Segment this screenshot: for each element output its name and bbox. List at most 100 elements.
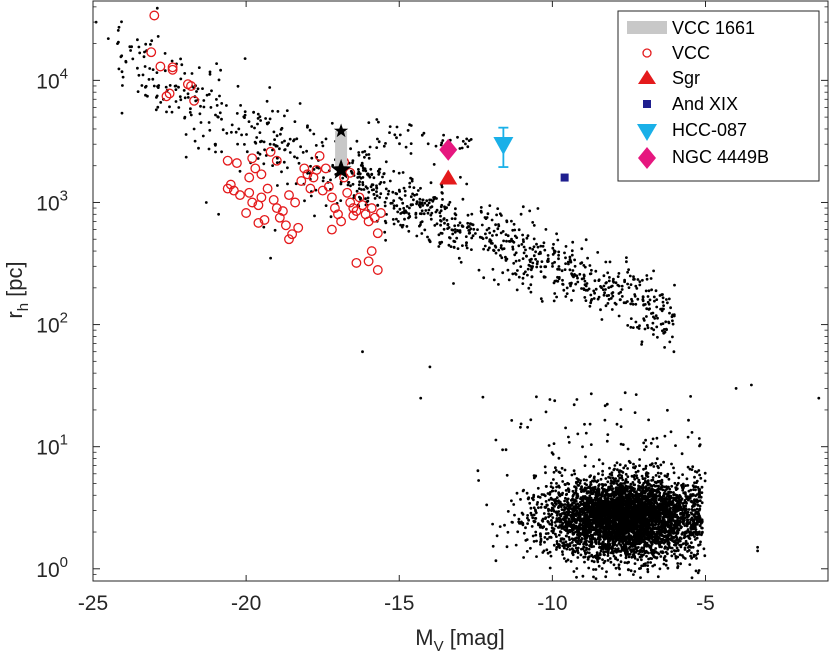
background-point <box>151 77 155 81</box>
background-point <box>267 121 270 124</box>
background-point <box>514 251 518 255</box>
background-point <box>582 478 586 482</box>
background-point <box>418 212 422 216</box>
background-point <box>646 326 650 330</box>
background-point <box>535 242 538 246</box>
background-point <box>566 481 569 485</box>
background-point <box>517 275 521 279</box>
background-point <box>448 200 452 204</box>
background-point <box>564 262 567 265</box>
background-point <box>613 549 617 553</box>
background-point <box>528 501 532 505</box>
background-point <box>606 494 610 498</box>
background-point <box>537 506 540 510</box>
background-point <box>677 528 681 532</box>
background-point <box>645 315 648 318</box>
background-point <box>594 287 598 291</box>
background-point <box>606 302 610 305</box>
background-point <box>258 115 262 119</box>
background-point <box>581 574 585 578</box>
background-point <box>378 196 382 199</box>
background-point <box>120 54 124 58</box>
background-point <box>506 234 510 238</box>
background-point <box>582 264 586 267</box>
background-point <box>558 268 561 271</box>
background-point <box>636 325 639 329</box>
background-point <box>649 545 653 548</box>
background-point <box>551 253 555 256</box>
background-point <box>408 181 412 185</box>
background-point <box>661 300 665 304</box>
background-point <box>652 483 656 487</box>
background-point <box>366 199 370 203</box>
background-point <box>683 548 687 551</box>
background-point <box>195 90 198 93</box>
background-point <box>207 93 211 96</box>
background-point <box>601 462 605 466</box>
background-point <box>174 88 178 91</box>
background-point <box>698 504 702 508</box>
background-point <box>620 284 624 288</box>
background-point <box>442 217 446 221</box>
background-point <box>208 128 212 132</box>
background-point <box>599 497 603 500</box>
background-point <box>429 206 432 209</box>
background-point <box>536 245 540 249</box>
background-point <box>557 533 561 537</box>
background-point <box>598 523 601 527</box>
background-point <box>646 564 650 567</box>
background-point <box>592 465 595 468</box>
background-point <box>633 562 637 565</box>
background-point <box>633 556 637 560</box>
background-point <box>611 291 615 294</box>
background-point <box>542 241 546 245</box>
background-point <box>593 532 597 536</box>
background-point <box>603 559 607 563</box>
background-point <box>734 387 738 390</box>
background-point <box>168 84 172 87</box>
background-point <box>501 247 504 251</box>
background-point <box>419 186 422 190</box>
background-point <box>659 472 663 475</box>
background-point <box>414 211 418 215</box>
background-point <box>593 487 597 491</box>
background-point <box>562 557 566 560</box>
background-point <box>568 282 572 285</box>
background-point <box>367 153 371 156</box>
background-point <box>609 551 613 555</box>
background-point <box>614 566 618 570</box>
background-point <box>268 117 272 121</box>
background-point <box>320 141 324 144</box>
background-point <box>681 554 684 557</box>
background-point <box>540 300 544 303</box>
background-point <box>665 328 668 331</box>
background-point <box>817 396 821 400</box>
background-point <box>638 458 641 461</box>
background-point <box>564 540 568 544</box>
background-point <box>599 477 603 481</box>
background-point <box>197 146 200 150</box>
background-point <box>576 276 579 280</box>
background-point <box>606 559 610 562</box>
background-point <box>372 193 376 196</box>
background-point <box>314 144 318 147</box>
background-point <box>616 547 620 551</box>
background-point <box>329 178 332 182</box>
background-point <box>670 550 674 553</box>
background-point <box>369 167 373 171</box>
background-point <box>303 199 306 203</box>
background-point <box>513 253 517 257</box>
background-point <box>660 545 663 549</box>
background-point <box>584 238 588 242</box>
background-point <box>687 536 691 540</box>
background-point <box>624 301 628 305</box>
background-point <box>465 137 469 141</box>
background-point <box>486 248 490 252</box>
background-point <box>512 240 516 244</box>
background-point <box>664 492 668 496</box>
background-point <box>550 521 554 524</box>
background-point <box>658 567 662 571</box>
background-point <box>382 144 386 148</box>
background-point <box>647 526 651 530</box>
background-point <box>558 519 562 523</box>
